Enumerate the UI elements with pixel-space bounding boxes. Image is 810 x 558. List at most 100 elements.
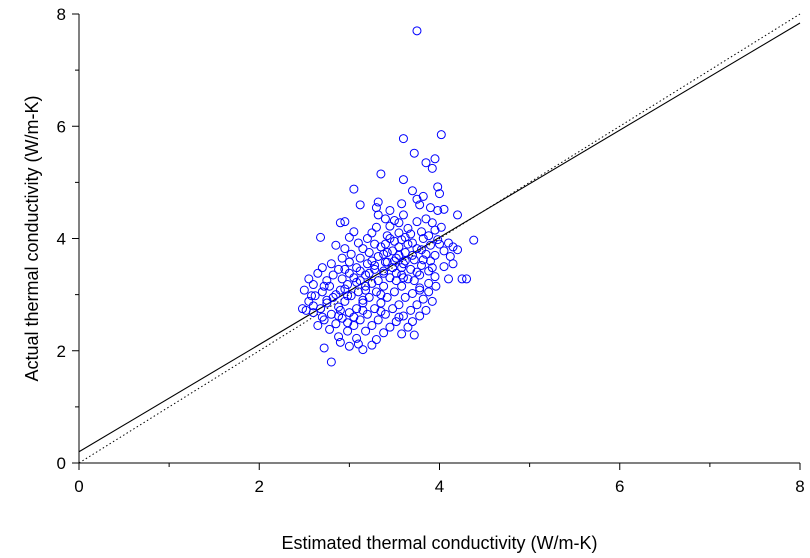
data-point [344, 308, 354, 318]
identity-line [78, 13, 801, 464]
data-point [358, 244, 368, 254]
data-point [430, 272, 440, 282]
data-point [385, 205, 395, 215]
data-point [416, 245, 426, 255]
y-tick-label: 2 [57, 342, 66, 361]
data-point [403, 223, 413, 233]
data-point [421, 214, 431, 224]
data-point [421, 158, 431, 168]
data-point [427, 163, 437, 173]
data-point [430, 154, 440, 164]
data-point [358, 305, 368, 315]
data-point [394, 312, 404, 322]
x-tick-label: 4 [435, 477, 444, 496]
data-point [362, 259, 372, 269]
data-point [380, 239, 390, 249]
data-point [370, 304, 380, 314]
data-point [343, 280, 353, 290]
data-point [415, 283, 425, 293]
data-point [355, 315, 365, 325]
data-point [328, 270, 338, 280]
data-point [403, 322, 413, 332]
data-point [430, 250, 440, 260]
data-point [367, 228, 377, 238]
data-point [433, 205, 443, 215]
data-point [371, 287, 381, 297]
data-point [343, 318, 353, 328]
data-point [397, 329, 407, 339]
data-point [412, 300, 422, 310]
data-point [439, 204, 449, 214]
data-point [349, 312, 359, 322]
data-point [308, 280, 318, 290]
data-point [361, 281, 371, 291]
data-point [431, 281, 441, 291]
data-point [373, 276, 383, 286]
data-point [364, 248, 374, 258]
data-point [367, 278, 377, 288]
data-point [367, 340, 377, 350]
data-point [453, 210, 463, 220]
data-point [418, 255, 428, 265]
data-point [406, 305, 416, 315]
data-point [385, 221, 395, 231]
data-point [313, 320, 323, 330]
data-point [353, 339, 363, 349]
y-tick-label: 0 [57, 454, 66, 473]
data-point [346, 291, 356, 301]
data-point [373, 210, 383, 220]
data-point [326, 259, 336, 269]
data-point [397, 235, 407, 245]
data-points [298, 26, 479, 367]
data-point [397, 199, 407, 209]
data-point [325, 281, 335, 291]
data-point [371, 222, 381, 232]
data-point [319, 343, 329, 353]
data-point [310, 291, 320, 301]
data-point [398, 259, 408, 269]
data-point [409, 330, 419, 340]
data-point [398, 134, 408, 144]
data-point [340, 217, 350, 227]
axes: 0 2 4 6 8 0 2 4 6 8 [57, 5, 805, 496]
data-point [391, 268, 401, 278]
data-point [353, 238, 363, 248]
data-point [394, 250, 404, 260]
data-point [403, 274, 413, 284]
data-point [322, 295, 332, 305]
data-point [424, 287, 434, 297]
data-point [349, 184, 359, 194]
data-point [416, 227, 426, 237]
data-point [385, 273, 395, 283]
data-point [415, 311, 425, 321]
data-point [415, 285, 425, 295]
data-point [436, 130, 446, 140]
data-point [317, 287, 327, 297]
data-point [326, 357, 336, 367]
data-point [344, 232, 354, 242]
y-tick-label: 4 [57, 230, 66, 249]
data-point [391, 317, 401, 327]
data-point [469, 235, 479, 245]
data-point [335, 337, 345, 347]
data-point [340, 296, 350, 306]
data-point [406, 229, 416, 239]
data-point [371, 335, 381, 345]
data-point [343, 326, 353, 336]
x-axis-label: Estimated thermal conductivity (W/m-K) [281, 533, 597, 553]
data-point [380, 214, 390, 224]
data-point [424, 231, 434, 241]
data-point [445, 251, 455, 261]
data-point [439, 246, 449, 256]
data-point [412, 26, 422, 36]
data-point [367, 320, 377, 330]
data-point [343, 291, 353, 301]
data-point [340, 264, 350, 274]
data-point [328, 292, 338, 302]
data-point [334, 332, 344, 342]
data-point [397, 281, 407, 291]
data-point [301, 305, 311, 315]
data-point [385, 234, 395, 243]
data-point [409, 255, 419, 265]
